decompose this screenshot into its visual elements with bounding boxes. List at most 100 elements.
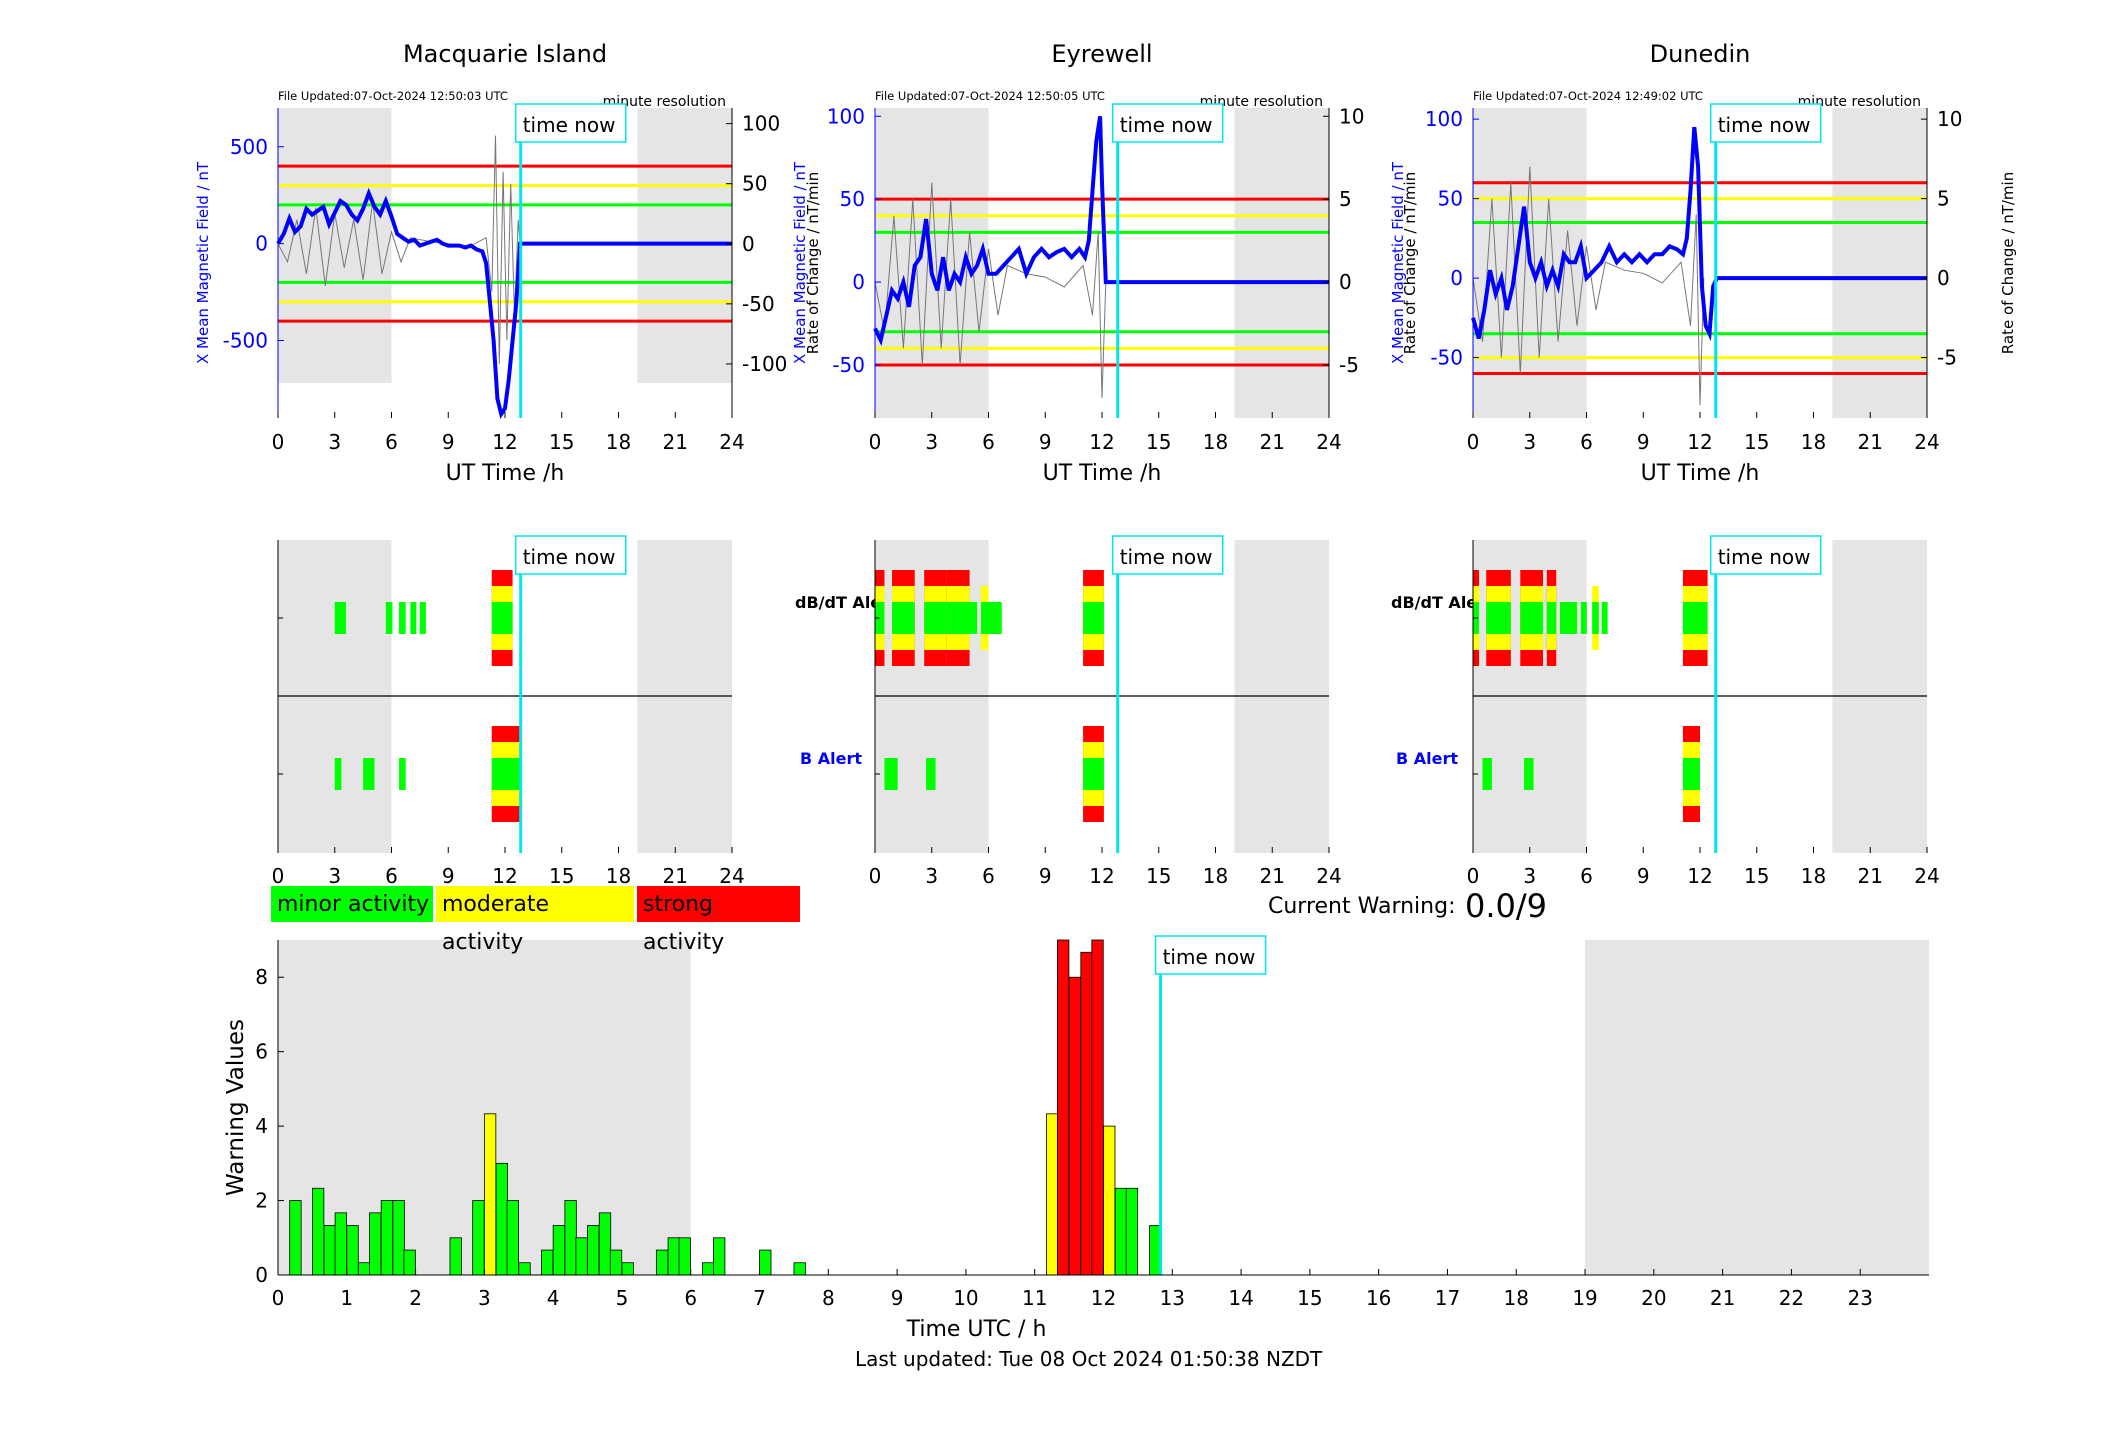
left-tick-label: -500 — [223, 329, 268, 353]
x-tick-label: 15 — [549, 864, 574, 888]
station-panel: Dunedin File Updated:07-Oct-2024 12:49:02… — [1389, 40, 2017, 486]
alert-block-minor — [980, 602, 989, 634]
x-tick-label: 0 — [272, 430, 285, 454]
x-tick-label: 6 — [385, 864, 398, 888]
x-tick-label: 6 — [385, 430, 398, 454]
x-tick-label: 21 — [1260, 864, 1285, 888]
alert-block-minor — [986, 602, 1002, 634]
warning-bar — [702, 1262, 715, 1276]
time-now-label: time now — [1163, 945, 1256, 969]
x-tick-label: 24 — [1316, 430, 1341, 454]
warning-bar — [621, 1262, 634, 1276]
x-tick-label: 15 — [1744, 864, 1769, 888]
warning-bar — [289, 1200, 302, 1276]
warning-bar — [483, 1113, 497, 1276]
right-tick-label: -100 — [742, 352, 787, 376]
right-tick-label: -5 — [1937, 346, 1957, 370]
warning-bar — [759, 1249, 772, 1276]
x-tick-label: 13 — [1160, 1286, 1185, 1310]
alert-panel: time now 0 3 6 9 12 15 18 21 24 — [1467, 535, 1940, 888]
time-now-box — [1709, 535, 1822, 575]
x-tick-label: 21 — [663, 430, 688, 454]
warning-bar — [334, 1212, 347, 1276]
b-alert-label: B Alert — [1396, 749, 1458, 768]
warning-bar — [552, 1225, 566, 1276]
warning-bar — [506, 1200, 519, 1276]
y-axis-label: Warning Values — [223, 1019, 249, 1196]
alert-block-minor — [1601, 602, 1608, 634]
time-now-label: time now — [1718, 113, 1811, 137]
x-tick-label: 22 — [1779, 1286, 1804, 1310]
alert-block-minor — [1482, 758, 1492, 790]
station-panel: Macquarie Island File Updated:07-Oct-2024… — [194, 40, 822, 486]
alert-block-minor — [1580, 602, 1587, 634]
alert-block-minor — [399, 758, 406, 790]
dbdt-alert-label: dB/dT Alert — [795, 593, 897, 612]
alert-block-minor — [1682, 602, 1708, 634]
left-tick-label: -50 — [832, 353, 865, 377]
warning-bar — [518, 1262, 531, 1276]
x-tick-label: 19 — [1572, 1286, 1597, 1310]
x-tick-label: 18 — [1801, 864, 1826, 888]
alert-block-minor — [1682, 758, 1700, 790]
y-tick-label: 0 — [255, 1263, 268, 1287]
alert-block-minor — [946, 602, 970, 634]
warning-bar — [369, 1212, 382, 1276]
x-tick-label: 12 — [1687, 430, 1712, 454]
x-tick-label: 4 — [547, 1286, 560, 1310]
warning-bar — [1091, 939, 1104, 1276]
warning-bar — [1125, 1187, 1139, 1276]
time-now-box — [1709, 103, 1822, 143]
alert-block-minor — [1486, 602, 1511, 634]
right-tick-label: 0 — [742, 232, 755, 256]
rate-of-change-line — [1472, 166, 1705, 406]
right-tick-label: 0 — [1339, 270, 1352, 294]
warning-bar — [358, 1262, 371, 1276]
x-tick-label: 3 — [328, 864, 341, 888]
x-tick-label: 0 — [272, 864, 285, 888]
alert-block-minor — [419, 602, 426, 634]
x-tick-label: 7 — [753, 1286, 766, 1310]
alert-block-minor — [334, 758, 342, 790]
alert-block-minor — [965, 602, 978, 634]
alert-block-minor — [924, 602, 947, 634]
warning-bar — [1080, 951, 1093, 1276]
warning-bar — [1057, 939, 1070, 1276]
file-updated-text: File Updated:07-Oct-2024 12:50:03 UTC — [278, 89, 508, 103]
right-axis-label: Rate of Change / nT/min — [1999, 172, 2017, 354]
warning-bar — [392, 1200, 405, 1276]
night-shading — [278, 108, 392, 383]
x-tick-label: 3 — [1523, 430, 1536, 454]
warning-bar — [575, 1237, 588, 1276]
time-now-label: time now — [1120, 113, 1213, 137]
file-updated-text: File Updated:07-Oct-2024 12:49:02 UTC — [1473, 89, 1703, 103]
time-now-label: time now — [1120, 545, 1213, 569]
warning-bar — [793, 1262, 806, 1276]
y-tick-label: 2 — [255, 1189, 268, 1213]
x-tick-label: 21 — [663, 864, 688, 888]
alert-block-minor — [385, 602, 393, 634]
x-tick-label: 12 — [1089, 864, 1114, 888]
x-tick-label: 9 — [1039, 864, 1052, 888]
alert-block-minor — [363, 758, 375, 790]
x-tick-label: 3 — [925, 864, 938, 888]
x-axis-label: UT Time /h — [446, 461, 565, 486]
night-shading — [1234, 108, 1329, 418]
alert-block-minor — [491, 602, 513, 634]
left-tick-label: -50 — [1430, 346, 1463, 370]
x-tick-label: 3 — [1523, 864, 1536, 888]
file-updated-text: File Updated:07-Oct-2024 12:50:05 UTC — [875, 89, 1105, 103]
right-axis-label: Rate of Change / nT/min — [1401, 172, 1419, 354]
time-now-box — [1111, 103, 1224, 143]
alert-block-minor — [1546, 602, 1557, 634]
warning-bar — [1068, 976, 1081, 1276]
right-axis-label: Rate of Change / nT/min — [804, 172, 822, 354]
x-tick-label: 0 — [869, 864, 882, 888]
x-axis-label: Time UTC / h — [906, 1317, 1047, 1342]
x-tick-label: 21 — [1858, 864, 1883, 888]
x-tick-label: 6 — [1580, 864, 1593, 888]
x-tick-label: 9 — [1039, 430, 1052, 454]
warning-bar — [346, 1225, 359, 1276]
x-tick-label: 12 — [1091, 1286, 1116, 1310]
x-tick-label: 10 — [953, 1286, 978, 1310]
